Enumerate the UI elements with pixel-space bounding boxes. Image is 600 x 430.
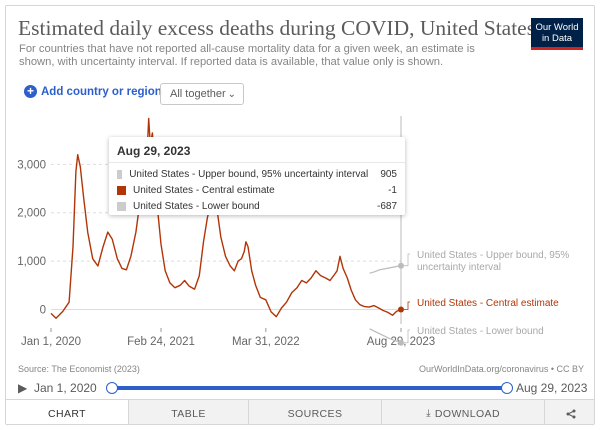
logo-line-2: in Data [541,32,573,44]
series-end-label-upper-line-1: United States - Upper bound, 95% [417,250,569,261]
plus-circle-icon: + [24,85,37,98]
y-tick-label: 0 [40,304,46,316]
label-connector-central [404,301,410,310]
y-tick-label: 1,000 [17,256,46,268]
timeline-start-handle[interactable] [106,382,118,394]
timeline-track[interactable] [112,386,507,390]
tab-sources-label: SOURCES [287,407,343,420]
series-end-label-central: United States - Central estimate [417,298,559,309]
tab-table[interactable]: TABLE [128,400,248,424]
add-country-button[interactable]: + Add country or region [24,85,162,98]
tooltip-label-upper: United States - Upper bound, 95% uncerta… [129,168,369,180]
timeline-end-handle[interactable] [501,382,513,394]
series-end-point-upper[interactable] [398,262,404,269]
facet-select-value: All together [170,88,226,100]
tab-table-label: TABLE [171,407,206,420]
x-tick-label: Jan 1, 2020 [21,336,81,348]
label-connector-lower [404,329,410,344]
tab-share[interactable] [544,400,594,424]
tooltip-swatch-central [117,185,126,195]
tooltip-value-lower: -687 [376,200,397,212]
x-tick-label: Mar 31, 2022 [232,336,300,348]
tab-download[interactable]: ⤓ DOWNLOAD [381,400,544,424]
chart-tooltip: Aug 29, 2023 United States - Upper bound… [109,137,405,215]
y-tick-label: 2,000 [17,208,46,220]
share-icon [566,409,575,418]
download-icon: ⤓ [426,408,431,419]
tab-sources[interactable]: SOURCES [248,400,381,424]
tooltip-row-lower: United States - Lower bound -687 [117,199,397,213]
owid-logo[interactable]: Our World in Data [531,18,583,50]
tooltip-row-central: United States - Central estimate -1 [117,183,397,197]
chevron-down-icon: ⌄ [227,88,236,100]
tooltip-label-lower: United States - Lower bound [133,200,260,212]
series-end-point-central[interactable] [398,306,404,313]
chart-subtitle: For countries that have not reported all… [19,43,475,68]
series-end-point-lower[interactable] [398,339,404,346]
x-tick-label: Feb 24, 2021 [127,336,195,348]
chart-card: Estimated daily excess deaths during COV… [5,5,595,425]
tab-download-label: DOWNLOAD [434,407,500,420]
y-tick-label: 3,000 [17,159,46,171]
tab-bar: CHART TABLE SOURCES ⤓ DOWNLOAD [6,399,594,424]
tooltip-value-upper: 905 [380,168,397,180]
tooltip-row-upper: United States - Upper bound, 95% uncerta… [117,167,397,181]
series-line-lower[interactable] [369,328,402,344]
play-icon[interactable]: ▶ [18,381,28,395]
facet-select[interactable]: All together ⌄ [160,83,244,105]
tab-chart-label: CHART [48,407,86,420]
tooltip-date: Aug 29, 2023 [117,144,191,158]
tooltip-value-central: -1 [388,184,397,196]
add-country-label: Add country or region [41,85,162,98]
logo-line-1: Our World [535,22,579,33]
series-line-upper[interactable] [369,265,402,274]
label-connector-upper [404,253,410,267]
timeline-start-label: Jan 1, 2020 [34,381,97,395]
chart-title: Estimated daily excess deaths during COV… [18,16,536,40]
license-note[interactable]: OurWorldInData.org/coronavirus • CC BY [418,364,584,374]
series-end-label-lower: United States - Lower bound [417,326,544,337]
series-end-label-upper-line-2: uncertainty interval [417,262,501,273]
source-note[interactable]: Source: The Economist (2023) [18,364,140,374]
timeline-end-label: Aug 29, 2023 [516,381,588,395]
tooltip-swatch-upper [117,169,123,179]
tooltip-label-central: United States - Central estimate [133,184,275,196]
tooltip-divider [109,162,405,163]
series-line-central[interactable] [50,117,402,319]
tooltip-swatch-lower [117,201,126,211]
tab-chart[interactable]: CHART [6,400,128,424]
series-end-label-upper: United States - Upper bound, 95% uncertai… [417,250,569,273]
